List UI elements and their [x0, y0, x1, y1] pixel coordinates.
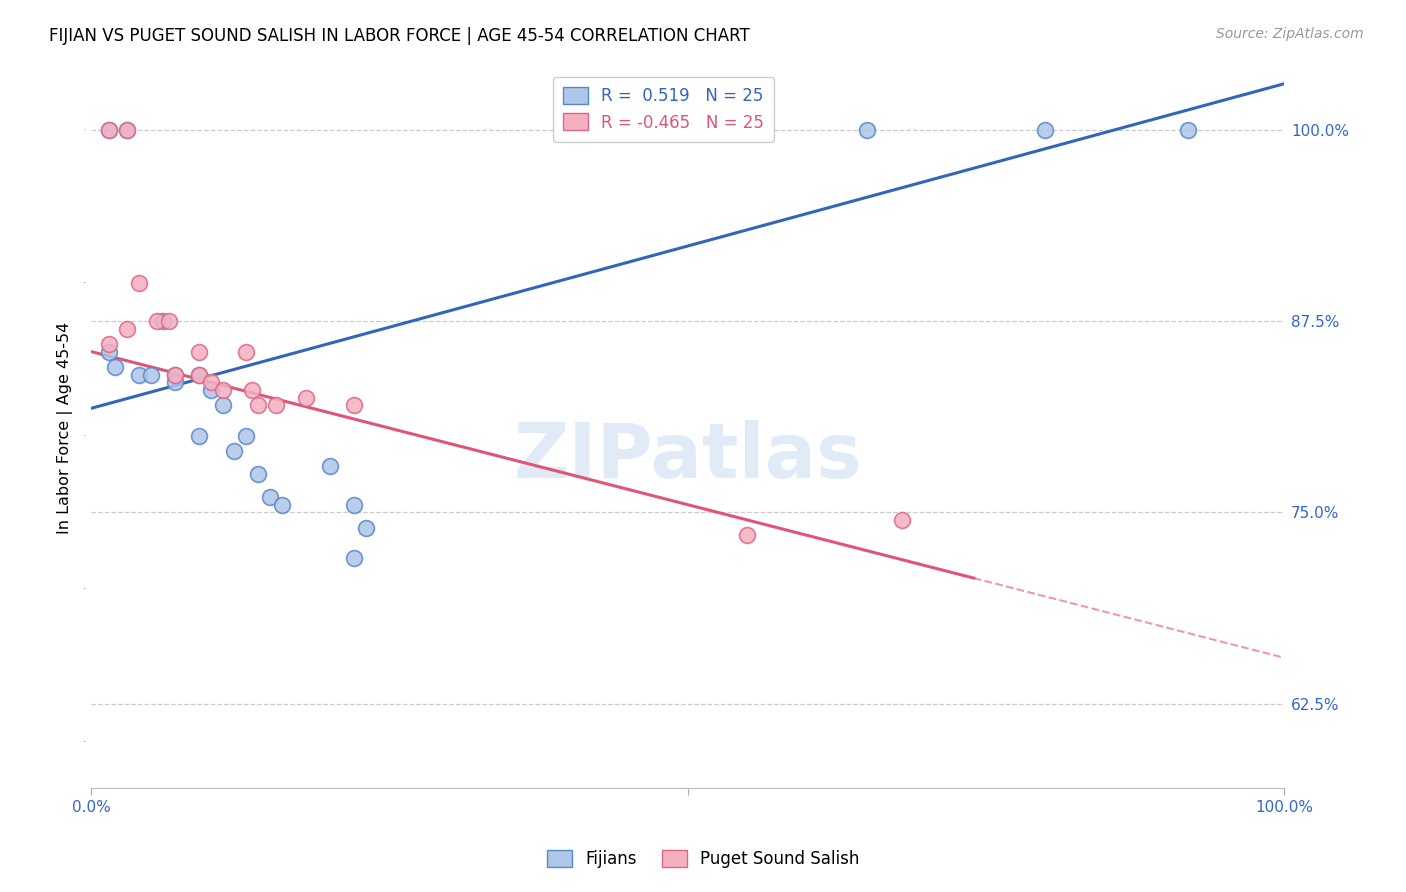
- Point: [163, 368, 186, 382]
- Point: [115, 321, 138, 335]
- Point: [224, 444, 246, 458]
- Text: ZIPatlas: ZIPatlas: [513, 420, 862, 494]
- Point: [295, 391, 318, 405]
- Legend: R =  0.519   N = 25, R = -0.465   N = 25: R = 0.519 N = 25, R = -0.465 N = 25: [553, 77, 775, 142]
- Point: [146, 314, 169, 328]
- Point: [115, 122, 138, 136]
- Point: [163, 368, 186, 382]
- Point: [343, 398, 366, 412]
- Point: [98, 337, 121, 351]
- Legend: Fijians, Puget Sound Salish: Fijians, Puget Sound Salish: [540, 843, 866, 875]
- Point: [235, 429, 257, 443]
- Point: [115, 122, 138, 136]
- Point: [343, 498, 366, 512]
- Point: [319, 459, 342, 474]
- Point: [264, 398, 287, 412]
- Point: [211, 383, 233, 397]
- Point: [163, 376, 186, 390]
- Point: [157, 314, 180, 328]
- Point: [247, 398, 270, 412]
- Point: [259, 490, 281, 504]
- Point: [187, 429, 209, 443]
- Point: [271, 498, 294, 512]
- Point: [98, 344, 121, 359]
- Point: [128, 276, 150, 290]
- Point: [891, 513, 914, 527]
- Point: [128, 368, 150, 382]
- Point: [235, 344, 257, 359]
- Point: [139, 368, 162, 382]
- Point: [104, 359, 127, 374]
- Point: [343, 551, 366, 566]
- Point: [152, 314, 174, 328]
- Point: [1177, 122, 1199, 136]
- Point: [855, 122, 877, 136]
- Point: [187, 368, 209, 382]
- Point: [98, 122, 121, 136]
- Point: [200, 376, 222, 390]
- Point: [354, 520, 377, 534]
- Point: [247, 467, 270, 481]
- Point: [187, 344, 209, 359]
- Point: [187, 368, 209, 382]
- Text: FIJIAN VS PUGET SOUND SALISH IN LABOR FORCE | AGE 45-54 CORRELATION CHART: FIJIAN VS PUGET SOUND SALISH IN LABOR FO…: [49, 27, 749, 45]
- Point: [1035, 122, 1057, 136]
- Y-axis label: In Labor Force | Age 45-54: In Labor Force | Age 45-54: [58, 322, 73, 534]
- Text: Source: ZipAtlas.com: Source: ZipAtlas.com: [1216, 27, 1364, 41]
- Point: [242, 383, 264, 397]
- Point: [211, 398, 233, 412]
- Point: [98, 122, 121, 136]
- Point: [200, 383, 222, 397]
- Point: [735, 528, 758, 542]
